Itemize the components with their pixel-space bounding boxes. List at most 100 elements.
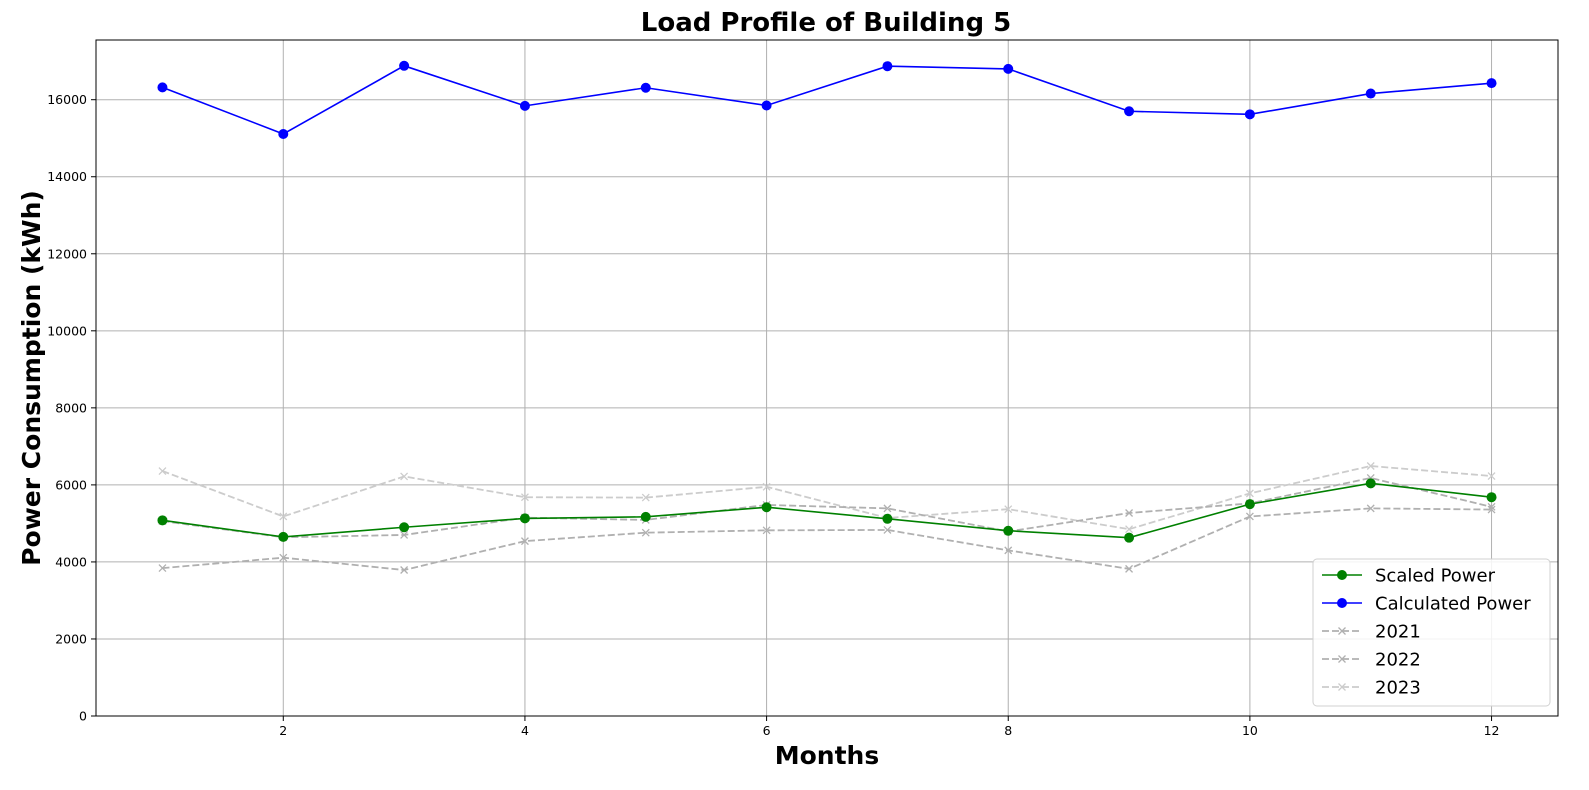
data-point <box>157 515 168 526</box>
x-axis-label: Months <box>775 741 879 770</box>
data-point <box>1003 525 1014 536</box>
legend-item: Scaled Power <box>1322 566 1496 587</box>
data-point <box>1487 472 1496 480</box>
y-tick-label: 2000 <box>55 631 87 646</box>
series-layer <box>157 60 1497 574</box>
y-tick-label: 8000 <box>55 400 87 415</box>
series-2021 <box>158 504 1496 574</box>
data-point <box>400 472 409 481</box>
data-point <box>761 100 772 111</box>
data-point <box>640 511 651 522</box>
data-point <box>1244 109 1255 120</box>
data-point <box>1245 489 1254 498</box>
data-point <box>1124 106 1135 117</box>
series-line <box>162 482 1492 539</box>
data-point <box>1124 532 1135 543</box>
y-tick-label: 10000 <box>47 323 87 338</box>
data-point <box>278 128 289 139</box>
legend-swatch-marker <box>1338 627 1346 635</box>
legend: Scaled Power Calculated Power 2021 2022 2023 <box>1312 558 1551 707</box>
data-point <box>883 525 892 534</box>
y-tick-label: 12000 <box>47 246 87 261</box>
data-point <box>279 553 288 562</box>
data-point <box>882 513 893 524</box>
y-tick-label: 4000 <box>55 554 87 569</box>
legend-label: 2023 <box>1375 678 1421 699</box>
series-scaled-power <box>157 478 1497 543</box>
data-point <box>400 566 409 574</box>
data-point <box>1365 88 1376 99</box>
data-point <box>400 531 409 539</box>
data-point <box>1003 63 1014 74</box>
legend-item: 2021 <box>1322 622 1421 643</box>
legend-swatch-marker <box>1337 570 1347 580</box>
data-point <box>1366 504 1375 513</box>
series-line <box>162 477 1492 539</box>
legend-swatch-marker <box>1338 655 1346 663</box>
data-point <box>761 502 772 513</box>
data-point <box>158 564 167 573</box>
x-tick-label: 8 <box>1004 723 1012 738</box>
y-tick-label: 16000 <box>47 92 87 107</box>
legend-swatch-marker <box>1337 598 1347 608</box>
data-point <box>1487 505 1496 514</box>
series-2023 <box>158 462 1496 534</box>
data-point <box>641 493 650 502</box>
data-point <box>157 82 168 93</box>
legend-label: 2021 <box>1375 622 1421 643</box>
x-tick-label: 2 <box>279 723 287 738</box>
series-line <box>162 507 1492 571</box>
x-tick-label: 4 <box>521 723 529 738</box>
data-point <box>883 504 892 513</box>
y-tick-label: 6000 <box>55 477 87 492</box>
data-point <box>520 537 529 546</box>
data-point <box>1365 478 1376 489</box>
grid <box>96 40 1558 717</box>
data-point <box>278 531 289 542</box>
data-point <box>520 493 529 502</box>
data-point <box>1125 509 1134 517</box>
series-line <box>162 64 1492 135</box>
data-point <box>519 100 530 111</box>
data-point <box>762 526 771 535</box>
y-axis-label: Power Consumption (kWh) <box>17 190 46 566</box>
legend-label: Scaled Power <box>1375 566 1496 587</box>
x-tick-label: 6 <box>763 723 771 738</box>
series-calculated-power <box>157 60 1497 139</box>
data-point <box>1004 505 1013 514</box>
y-axis-ticks: 0 2000 4000 6000 8000 10000 12000 14000 16000 <box>47 92 96 724</box>
x-axis-ticks: 2 4 6 8 10 12 <box>279 716 1499 738</box>
data-point <box>1366 462 1375 470</box>
data-point <box>1125 564 1134 573</box>
chart-title: Load Profile of Building 5 <box>641 8 1011 38</box>
legend-box <box>1312 558 1551 707</box>
data-point <box>1486 78 1497 89</box>
x-tick-label: 12 <box>1484 723 1500 738</box>
data-point <box>882 61 893 72</box>
data-point <box>640 82 651 93</box>
data-point <box>519 513 530 524</box>
data-point <box>1244 499 1255 510</box>
y-tick-label: 0 <box>79 709 87 724</box>
data-point <box>399 60 410 71</box>
legend-label: Calculated Power <box>1375 594 1531 615</box>
legend-swatch-marker <box>1338 683 1346 691</box>
y-tick-label: 14000 <box>47 169 87 184</box>
legend-item: 2023 <box>1322 678 1421 699</box>
data-point <box>399 522 410 533</box>
legend-label: 2022 <box>1375 650 1421 671</box>
x-tick-label: 10 <box>1242 723 1258 738</box>
data-point <box>1486 492 1497 503</box>
data-point <box>1004 546 1013 555</box>
data-point <box>1125 525 1134 534</box>
data-point <box>641 528 650 537</box>
series-line <box>162 465 1492 531</box>
data-point <box>762 482 771 491</box>
plot-frame <box>95 39 1559 717</box>
data-point <box>158 467 167 475</box>
legend-item: 2022 <box>1322 650 1421 671</box>
legend-item: Calculated Power <box>1322 594 1531 615</box>
data-point <box>279 512 288 521</box>
data-point <box>1245 512 1254 521</box>
